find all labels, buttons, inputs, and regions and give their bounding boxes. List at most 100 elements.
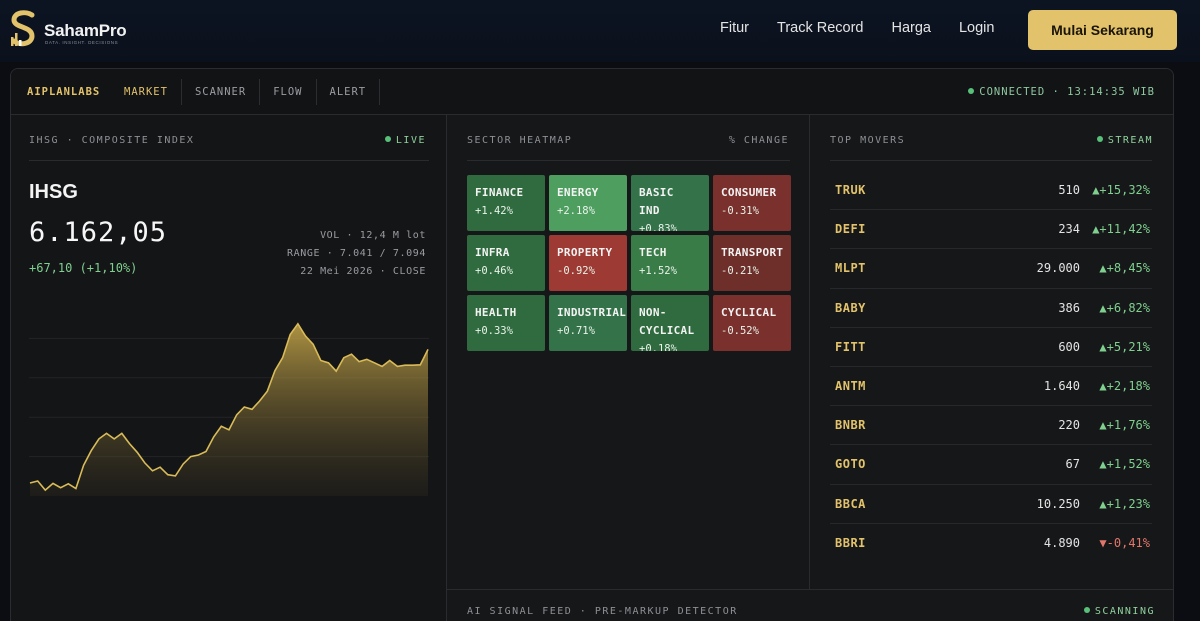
brand-name: SahamPro (44, 21, 127, 40)
mover-ticker: ANTM (835, 378, 866, 393)
index-date: 22 Mei 2026 · CLOSE (300, 266, 426, 277)
mover-ticker: BNBR (835, 418, 866, 433)
sector-change: -0.21% (721, 265, 759, 277)
mover-change: ▲+5,21% (1099, 339, 1150, 354)
mover-price: 600 (1058, 339, 1080, 354)
connection-status-text: CONNECTED · 13:14:35 WIB (979, 86, 1155, 98)
sector-cell[interactable]: BASIC IND +0.83% (631, 175, 709, 231)
mover-row[interactable]: DEFI 234 ▲+11,42% (830, 210, 1152, 250)
nav-link-harga[interactable]: Harga (891, 20, 931, 36)
brand-logo[interactable]: SahamPro DATA. INSIGHT. DECISIONS (8, 9, 168, 51)
sector-change: +1.42% (475, 205, 513, 217)
mover-row[interactable]: BABY 386 ▲+6,82% (830, 289, 1152, 328)
tab-market[interactable]: MARKET (111, 79, 182, 105)
sector-cell[interactable]: FINANCE +1.42% (467, 175, 545, 231)
mover-ticker: GOTO (835, 457, 866, 472)
mover-price: 1.640 (1043, 378, 1080, 393)
sector-change: +0.18% (639, 343, 677, 351)
movers-header: TOP MOVERS (830, 135, 906, 146)
sector-name: PROPERTY (557, 246, 613, 259)
movers-header-divider (830, 160, 1152, 161)
mover-price: 4.890 (1043, 535, 1080, 550)
index-price: 6.162,05 (29, 217, 168, 248)
sector-name: TECH (639, 246, 667, 259)
sector-change: -0.31% (721, 205, 759, 217)
sector-cell[interactable]: TRANSPORT -0.21% (713, 235, 791, 291)
mover-change: ▲+6,82% (1099, 300, 1150, 315)
index-change: +67,10 (+1,10%) (29, 261, 138, 275)
sector-cell[interactable]: CYCLICAL -0.52% (713, 295, 791, 351)
sector-change: +0.46% (475, 265, 513, 277)
brand-tagline: DATA. INSIGHT. DECISIONS (45, 40, 119, 45)
mover-row[interactable]: FITT 600 ▲+5,21% (830, 328, 1152, 367)
nav-link-track-record[interactable]: Track Record (777, 20, 864, 36)
mover-change: ▲+1,52% (1099, 457, 1150, 472)
tab-flow[interactable]: FLOW (260, 79, 317, 105)
mover-change: ▲+15,32% (1092, 183, 1150, 197)
terminal-tabs: MARKET SCANNER FLOW ALERT (111, 79, 381, 105)
index-header-divider (29, 160, 429, 161)
sector-name: NON-CYCLICAL (639, 306, 695, 337)
index-area-chart[interactable] (29, 291, 429, 506)
sector-change: +2.18% (557, 205, 595, 217)
sector-cell[interactable]: HEALTH +0.33% (467, 295, 545, 351)
sector-name: CONSUMER (721, 186, 777, 199)
sector-cell[interactable]: ENERGY +2.18% (549, 175, 627, 231)
sector-cell[interactable]: PROPERTY -0.92% (549, 235, 627, 291)
sector-cell[interactable]: NON-CYCLICAL +0.18% (631, 295, 709, 351)
sector-cell[interactable]: TECH +1.52% (631, 235, 709, 291)
mover-ticker: BBCA (835, 496, 866, 511)
scanning-dot-icon (1083, 607, 1090, 613)
chart-price-line (29, 322, 429, 492)
sector-name: TRANSPORT (721, 246, 784, 259)
sector-name: INFRA (475, 246, 510, 259)
sector-name: HEALTH (475, 306, 517, 319)
mover-price: 29.000 (1036, 261, 1080, 276)
mover-row[interactable]: ANTM 1.640 ▲+2,18% (830, 367, 1152, 407)
sector-heatmap-panel: SECTOR HEATMAP % CHANGE FINANCE +1.42% ENE… (447, 115, 810, 621)
terminal-toolbar: AIPLANLABS MARKET SCANNER FLOW ALERT CON… (11, 69, 1173, 115)
sector-name: INDUSTRIAL (557, 306, 627, 319)
mover-price: 386 (1058, 300, 1080, 315)
nav-link-fitur[interactable]: Fitur (720, 20, 749, 36)
nav-link-login[interactable]: Login (958, 20, 995, 36)
mover-row[interactable]: BNBR 220 ▲+1,76% (830, 406, 1152, 446)
tab-scanner[interactable]: SCANNER (182, 79, 261, 105)
index-stats: VOL · 12,4 M lot RANGE · 7.041 / 7.094 2… (287, 227, 426, 281)
live-label: LIVE (395, 135, 426, 146)
index-panel: IHSG · COMPOSITE INDEX LIVE IHSG 6.162,0… (11, 115, 447, 621)
sector-cell[interactable]: INFRA +0.46% (467, 235, 545, 291)
sector-change: +1.52% (639, 265, 677, 277)
index-range: RANGE · 7.041 / 7.094 (286, 248, 426, 259)
mover-row[interactable]: BBRI 4.890 ▼-0,41% (830, 524, 1152, 563)
mover-row[interactable]: MLPT 29.000 ▲+8,45% (830, 249, 1152, 289)
signal-feed-title: AI SIGNAL FEED · PRE-MARKUP DETECTOR (467, 606, 738, 617)
heatmap-header-right: % CHANGE (728, 135, 789, 146)
mover-price: 10.250 (1036, 496, 1080, 511)
mover-ticker: BABY (835, 300, 866, 315)
sector-cell[interactable]: INDUSTRIAL +0.71% (549, 295, 627, 351)
sector-name: BASIC IND (639, 186, 674, 217)
mover-change: ▲+8,45% (1099, 261, 1150, 276)
sector-cell[interactable]: CONSUMER -0.31% (713, 175, 791, 231)
stream-dot-icon (1096, 136, 1103, 142)
mover-row[interactable]: TRUK 510 ▲+15,32% (830, 171, 1152, 211)
top-navbar: SahamPro DATA. INSIGHT. DECISIONS Fitur … (0, 0, 1200, 62)
mover-price: 510 (1058, 183, 1080, 197)
mover-ticker: BBRI (835, 535, 866, 550)
chart-area-fill (30, 323, 428, 496)
mover-row[interactable]: BBCA 10.250 ▲+1,23% (830, 485, 1152, 524)
sector-change: +0.71% (557, 325, 595, 337)
index-symbol: IHSG (29, 181, 78, 203)
nav-links: Fitur Track Record Harga Login (720, 20, 1022, 36)
mover-row[interactable]: GOTO 67 ▲+1,52% (830, 445, 1152, 485)
index-volume: VOL · 12,4 M lot (320, 230, 426, 241)
tab-alert[interactable]: ALERT (317, 79, 381, 105)
sector-change: -0.52% (721, 325, 759, 337)
mover-change: ▲+1,76% (1099, 418, 1150, 433)
heatmap-header: SECTOR HEATMAP (467, 135, 573, 146)
start-now-button[interactable]: Mulai Sekarang (1028, 10, 1177, 50)
live-dot-icon (384, 136, 391, 142)
sector-change: +0.33% (475, 325, 513, 337)
stream-label: STREAM (1107, 135, 1153, 146)
